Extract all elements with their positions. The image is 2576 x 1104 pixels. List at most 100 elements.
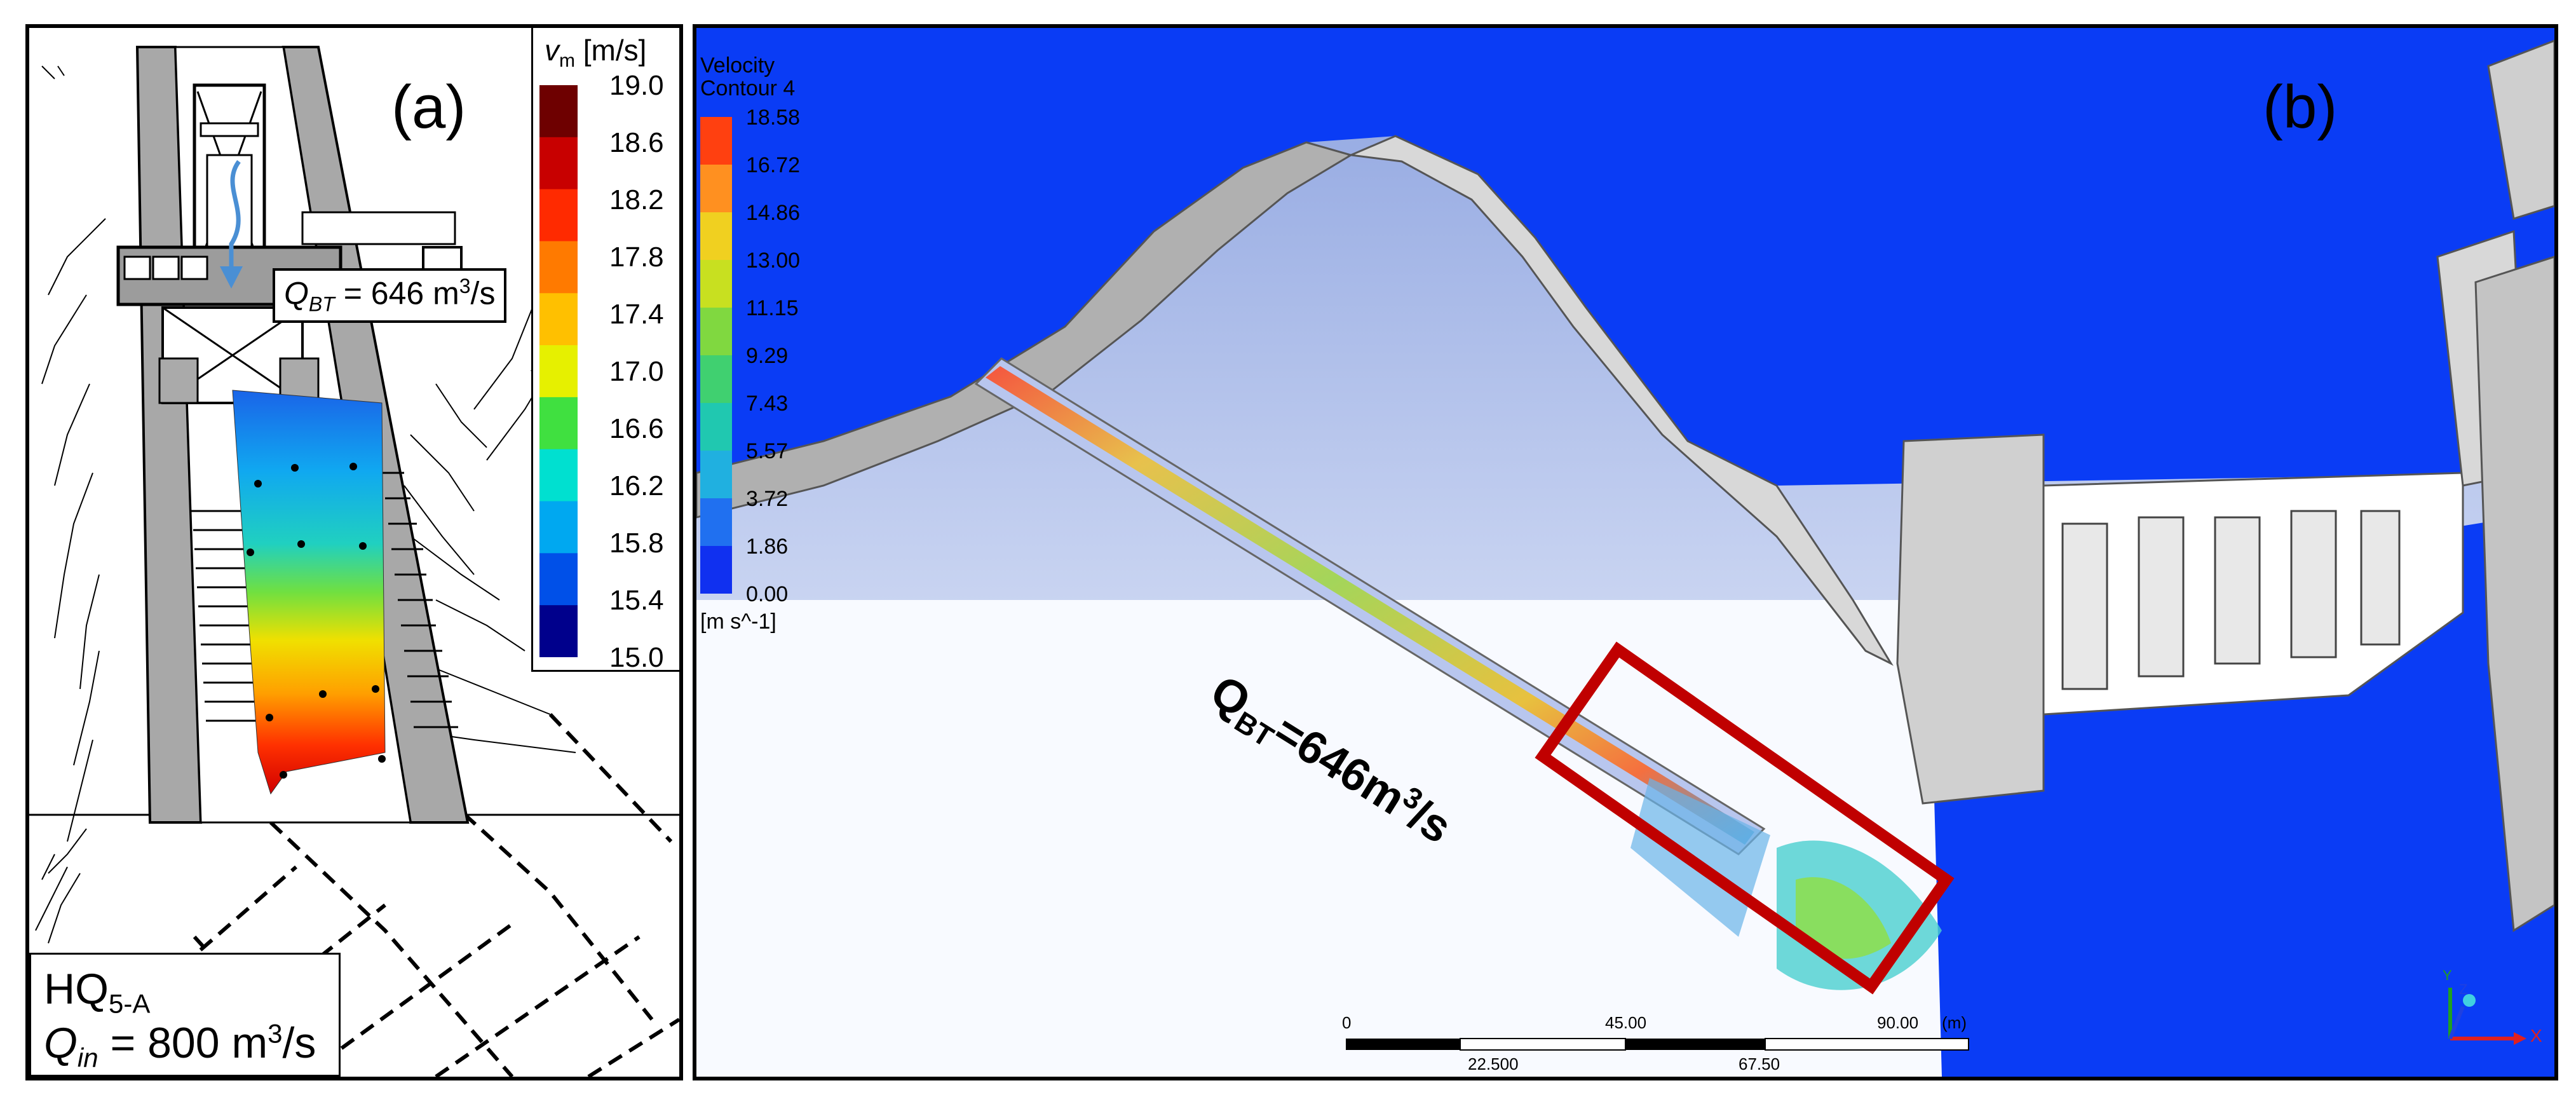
- legend-b: Velocity Contour 4 18.58 16.72 14.86 13.00 1…: [700, 53, 840, 689]
- dam-left-wall: [1896, 433, 2045, 805]
- legend-a-title-sym: v: [545, 34, 559, 67]
- legend-a-tick: 17.0: [609, 356, 664, 387]
- panel-a-drawing: [29, 46, 679, 1077]
- legend-b-tick: 13.00: [746, 249, 801, 273]
- legend-a-ticks: 19.0 18.6 18.2 17.8 17.4 17.0 16.6 16.2 15.8 15.4…: [609, 70, 679, 673]
- axis-z-label: Z: [2459, 981, 2468, 997]
- legend-a-tick: 19.0: [609, 70, 664, 101]
- legend-a-tick: 15.0: [609, 642, 664, 673]
- legend-b-unit: [m s^-1]: [700, 610, 776, 634]
- legend-b-tick: 7.43: [746, 392, 789, 416]
- legend-b-tick: 11.15: [746, 296, 799, 320]
- scale-top-2: 90.00: [1877, 1013, 1919, 1032]
- legend-b-tick: 14.86: [746, 201, 801, 225]
- legend-b-ticks: 18.58 16.72 14.86 13.00 11.15 9.29 7.43 5.57 3.7…: [746, 106, 835, 606]
- inflow-unit: /s: [282, 1019, 316, 1067]
- inflow-symbol: Q: [44, 1019, 78, 1067]
- legend-a-swatch: [539, 293, 578, 346]
- legend-a-title-sub: m: [559, 50, 575, 72]
- legend-a-tick: 16.2: [609, 470, 664, 501]
- panel-b: (b) QBT=646m3/s Velocity Contour 4 18.58…: [693, 24, 2558, 1080]
- legend-a-title: vm [m/s]: [545, 33, 646, 72]
- legend-b-swatch: [700, 355, 732, 404]
- legend-b-swatch: [700, 498, 732, 547]
- legend-b-swatch: [700, 403, 732, 451]
- axis-x-label: X: [2530, 1026, 2542, 1046]
- legend-a-swatch: [539, 397, 578, 450]
- panel-a-label: (a): [391, 73, 466, 141]
- scale-top-1: 45.00: [1605, 1013, 1647, 1032]
- legend-b-swatch: [700, 260, 732, 308]
- scale-bar: [1346, 1038, 1969, 1051]
- panel-b-drawing: [696, 28, 2554, 1077]
- legend-a-tick: 18.6: [609, 127, 664, 158]
- qbt-symbol: Q: [284, 275, 309, 311]
- inflow-subscript: in: [77, 1042, 98, 1073]
- qbt-subscript: BT: [308, 292, 335, 316]
- legend-b-swatch: [700, 546, 732, 594]
- legend-a-tick: 15.8: [609, 528, 664, 559]
- scale-unit: (m): [1942, 1013, 1967, 1032]
- panel-b-label: (b): [2263, 73, 2338, 141]
- qbt-value: = 646 m: [334, 275, 459, 311]
- legend-b-title-2: Contour 4: [700, 76, 796, 100]
- inflow-sup: 3: [268, 1018, 283, 1049]
- qbt-unit: /s: [470, 275, 496, 311]
- legend-a-tick: 17.4: [609, 299, 664, 330]
- legend-b-swatch: [700, 117, 732, 165]
- ridge: [1347, 135, 1894, 666]
- legend-a-swatch: [539, 449, 578, 502]
- legend-a-swatch: [539, 345, 578, 398]
- step-lines: [191, 472, 458, 728]
- legend-b-swatch: [700, 451, 732, 499]
- scale-top-0: 0: [1342, 1013, 1352, 1032]
- legend-a-swatch: [539, 553, 578, 606]
- legend-a-tick: 15.4: [609, 585, 664, 616]
- inflow-value: = 800 m: [98, 1019, 268, 1067]
- legend-b-title-1: Velocity: [700, 53, 775, 78]
- reservoir-water: [696, 28, 2554, 486]
- axes-triad: [2448, 988, 2526, 1045]
- legend-a-colorbar: [539, 85, 578, 657]
- flow-arrow: [229, 160, 241, 269]
- legend-b-swatch: [700, 212, 732, 261]
- panel-a: (a) QBT = 646 m3/s vm [m/s] 19.0 18.6 18.2…: [25, 24, 683, 1080]
- inflow-label: Qin = 800 m3/s: [44, 1018, 316, 1073]
- measurement-points: [247, 463, 386, 779]
- right-upper-structure: [2487, 39, 2554, 220]
- qbt-label-box: QBT = 646 m3/s: [273, 268, 507, 323]
- legend-b-swatch: [700, 308, 732, 356]
- legend-a-swatch: [539, 241, 578, 294]
- scenario-main: HQ: [44, 965, 109, 1013]
- velocity-jet: [232, 390, 386, 795]
- legend-a-swatch: [539, 501, 578, 554]
- scenario-label: HQ5-A: [44, 964, 150, 1019]
- legend-b-tick: 16.72: [746, 153, 801, 177]
- axis-y-label: Y: [2443, 967, 2452, 983]
- legend-b-tick: 3.72: [746, 487, 789, 511]
- flow-arrowhead: [220, 266, 243, 289]
- legend-a: vm [m/s] 19.0 18.6 18.2 17.8 17.4 17.0 16.6 16.…: [531, 28, 679, 673]
- legend-a-tick: 16.6: [609, 413, 664, 444]
- legend-a-tick: 17.8: [609, 242, 664, 273]
- scenario-sub: 5-A: [109, 988, 151, 1019]
- legend-b-swatch: [700, 165, 732, 213]
- legend-b-tick: 5.57: [746, 439, 789, 463]
- dam-piers: [2061, 510, 2401, 690]
- legend-b-tick: 1.86: [746, 535, 789, 559]
- legend-a-swatch: [539, 85, 578, 138]
- legend-a-swatch: [539, 605, 578, 657]
- legend-a-tick: 18.2: [609, 184, 664, 215]
- legend-a-swatch: [539, 189, 578, 242]
- legend-b-tick: 0.00: [746, 582, 789, 606]
- outlet-jet-core: [1796, 877, 1891, 959]
- legend-b-colorbar: [700, 117, 732, 594]
- scale-bottom-0: 22.500: [1468, 1054, 1519, 1073]
- legend-a-swatch: [539, 137, 578, 190]
- legend-b-tick: 18.58: [746, 106, 801, 130]
- qbt-sup: 3: [459, 275, 471, 297]
- scenario-box: HQ5-A Qin = 800 m3/s: [29, 953, 341, 1077]
- legend-b-tick: 9.29: [746, 344, 789, 368]
- legend-a-title-unit: [m/s]: [575, 34, 647, 67]
- scale-bottom-1: 67.50: [1739, 1054, 1780, 1073]
